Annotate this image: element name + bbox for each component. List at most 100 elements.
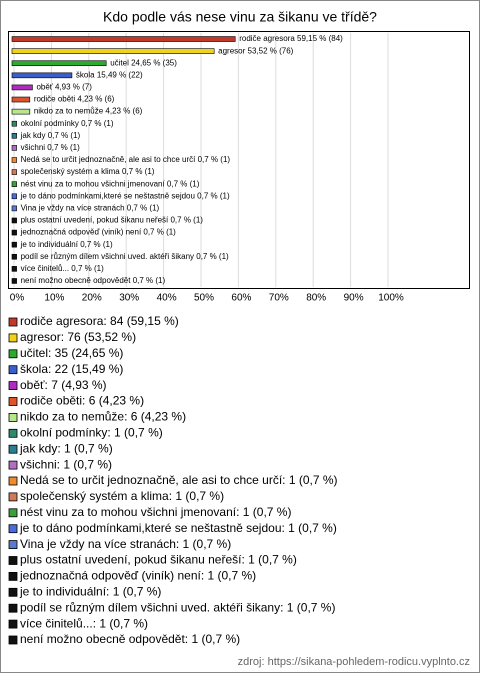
- value-label: nést vinu za to mohou všichni jmenovaní …: [21, 179, 200, 188]
- value-label: nikdo za to nemůže 4,23 % (6): [34, 107, 143, 116]
- x-tick-label: 60%: [231, 293, 251, 304]
- legend-swatch: [8, 412, 18, 422]
- bar: [11, 108, 31, 115]
- value-label: jak kdy 0,7 % (1): [20, 131, 81, 140]
- bar: [11, 217, 17, 224]
- legend-label: jak kdy: 1 (0,7 %): [19, 441, 113, 455]
- bar: [11, 241, 17, 248]
- bar: [11, 181, 17, 187]
- legend-swatch: [8, 508, 18, 518]
- bar: [11, 193, 17, 200]
- bar: [11, 229, 17, 236]
- legend-swatch: [8, 556, 18, 565]
- legend-label: všichni: 1 (0,7 %): [20, 457, 112, 471]
- value-label: agresor 53,52 % (76): [218, 46, 293, 55]
- x-tick-label: 50%: [194, 293, 214, 304]
- value-label: je to individuální 0,7 % (1): [20, 240, 113, 249]
- bar: [11, 133, 17, 139]
- legend-label: plus ostatní uvedení, pokud šikanu neřeš…: [20, 553, 297, 567]
- legend-swatch: [8, 317, 18, 327]
- legend-label: učitel: 35 (24,65 %): [20, 346, 123, 360]
- x-tick-label: 30%: [119, 293, 139, 304]
- value-label: Vina je vždy na více stranách 0,7 % (1): [21, 203, 160, 212]
- x-tick-label: 20%: [82, 293, 102, 304]
- x-tick-label: 10%: [44, 293, 64, 304]
- legend-swatch: [8, 587, 18, 597]
- legend-swatch: [8, 492, 18, 502]
- bar: [11, 253, 17, 260]
- value-label: škola 15,49 % (22): [76, 70, 143, 79]
- legend-label: Nedá se to určit jednoznačně, ale asi to…: [20, 473, 338, 487]
- bar: [11, 84, 33, 91]
- legend-label: rodiče agresora: 84 (59,15 %): [20, 314, 179, 328]
- legend-label: je to dáno podmínkami,které se neštastně…: [19, 521, 337, 535]
- x-tick-label: 80%: [306, 293, 326, 304]
- legend-label: společenský systém a klima: 1 (0,7 %): [20, 489, 224, 503]
- x-tick-label: 70%: [269, 293, 289, 304]
- value-label: jednoznačná odpověď (viník) není 0,7 % (…: [20, 228, 177, 237]
- value-label: více činitelů... 0,7 % (1): [21, 264, 104, 273]
- legend-label: nést vinu za to mohou všichni jmenovaní:…: [20, 505, 291, 519]
- bar: [11, 120, 17, 127]
- legend-label: okolní podmínky: 1 (0,7 %): [20, 425, 163, 439]
- value-label: podíl se různým dílem všichni uved. akté…: [21, 252, 229, 261]
- legend-swatch: [8, 603, 18, 613]
- bar: [11, 169, 17, 175]
- plot-frame: [8, 31, 470, 289]
- legend-swatch: [8, 365, 18, 375]
- value-label: okolní podmínky 0,7 % (1): [21, 119, 114, 128]
- value-label: není možno obecně odpovědět 0,7 % (1): [21, 276, 166, 285]
- bar: [11, 266, 17, 272]
- legend-swatch: [8, 333, 18, 343]
- bar: [11, 96, 31, 103]
- legend-label: rodiče oběti: 6 (4,23 %): [20, 394, 144, 408]
- legend-swatch: [8, 635, 18, 645]
- legend-label: nikdo za to nemůže: 6 (4,23 %): [20, 410, 186, 424]
- value-label: rodiče agresora 59,15 % (84): [239, 34, 343, 43]
- x-tick-label: 100%: [378, 293, 404, 304]
- legend-swatch: [8, 381, 18, 391]
- legend-swatch: [8, 540, 18, 549]
- value-label: je to dáno podmínkami,které se neštastně…: [20, 191, 230, 200]
- legend-label: Vina je vždy na více stranách: 1 (0,7 %): [20, 537, 231, 551]
- legend-label: škola: 22 (15,49 %): [20, 362, 123, 376]
- legend-label: není možno obecně odpovědět: 1 (0,7 %): [20, 632, 240, 646]
- chart-title: Kdo podle vás nese vinu za šikanu ve tří…: [103, 9, 377, 25]
- legend-swatch: [8, 476, 18, 486]
- x-tick-label: 90%: [344, 293, 364, 304]
- value-label: společenský systém a klima 0,7 % (1): [21, 167, 155, 176]
- bar: [11, 278, 17, 284]
- x-tick-label: 40%: [157, 293, 177, 304]
- legend-swatch: [8, 460, 18, 470]
- bar: [11, 72, 73, 79]
- bar: [11, 205, 17, 212]
- bar: [11, 48, 215, 54]
- value-label: všichni 0,7 % (1): [21, 143, 80, 152]
- legend-label: podíl se různým dílem všichni uved. akté…: [20, 600, 335, 614]
- legend-swatch: [8, 572, 18, 581]
- value-label: Nedá se to určit jednoznačně, ale asi to…: [21, 155, 231, 164]
- source: zdroj: https://sikana-pohledem-rodicu.vy…: [238, 656, 470, 668]
- legend-label: jednoznačná odpověď (viník) není: 1 (0,7…: [19, 569, 256, 583]
- legend-swatch: [8, 397, 18, 406]
- legend-label: více činitelů...: 1 (0,7 %): [20, 616, 148, 630]
- legend-swatch: [8, 619, 18, 629]
- legend-label: agresor: 76 (53,52 %): [20, 330, 136, 344]
- legend-swatch: [8, 524, 18, 534]
- legend-label: oběť: 7 (4,93 %): [20, 378, 107, 392]
- legend-label: je to individuální: 1 (0,7 %): [19, 584, 161, 598]
- bar: [11, 157, 17, 163]
- bar: [11, 145, 17, 151]
- value-label: oběť 4,93 % (7): [36, 83, 92, 92]
- bar: [11, 36, 236, 42]
- value-label: rodiče oběti 4,23 % (6): [34, 95, 115, 104]
- legend-swatch: [8, 428, 18, 438]
- x-tick-label: 0%: [10, 293, 25, 304]
- legend-swatch: [8, 349, 18, 359]
- value-label: učitel 24,65 % (35): [110, 58, 177, 67]
- value-label: plus ostatní uvedení, pokud šikanu neřeš…: [21, 216, 204, 225]
- legend-swatch: [8, 444, 18, 454]
- bar: [11, 60, 107, 67]
